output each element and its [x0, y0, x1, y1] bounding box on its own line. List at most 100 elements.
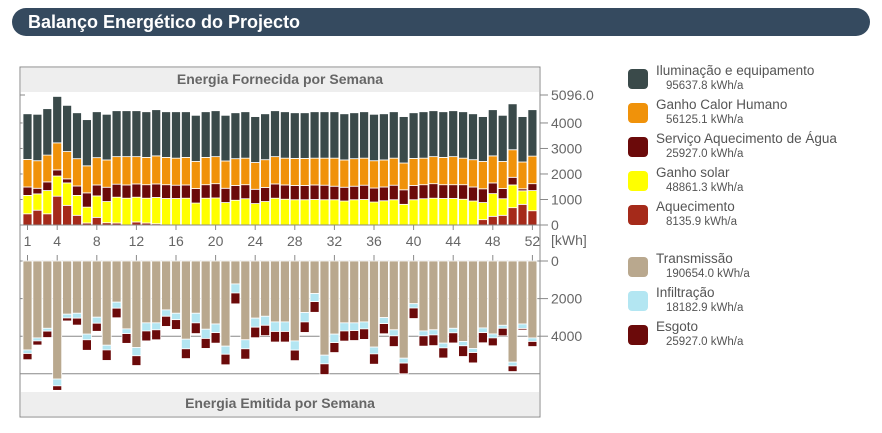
- bar-infiltra-o-w39: [398, 357, 409, 364]
- top-chart-title: Energia Fornecida por Semana: [177, 71, 383, 87]
- bar-ganho-calor-humano-w38: [388, 157, 399, 186]
- bar-ilumina-o-e-equipamento-w49: [497, 114, 508, 162]
- bar-ilumina-o-e-equipamento-w7: [82, 119, 92, 167]
- bar-infiltra-o-w4: [52, 378, 63, 387]
- legend-swatch-icon: [628, 205, 648, 225]
- bar-ganho-solar-w41: [418, 198, 429, 226]
- title-banner: Balanço Energético do Projecto: [12, 8, 870, 36]
- bar-esgoto-w11: [121, 333, 132, 344]
- bar-esgoto-w48: [487, 337, 498, 347]
- bottom-title-band: [21, 392, 539, 416]
- bar-esgoto-w45: [458, 345, 469, 357]
- bar-aquecimento-w52: [527, 210, 538, 226]
- x-tick-label: 20: [208, 233, 224, 249]
- bar-ganho-calor-humano-w46: [468, 159, 478, 188]
- bar-ganho-solar-w50: [507, 184, 518, 209]
- y-tick-label: 2000: [551, 166, 582, 182]
- bar-infiltra-o-w40: [408, 303, 419, 309]
- bar-servi-o-aquecimento-de-gua-w26: [270, 183, 280, 199]
- bar-transmiss-o-w22: [230, 260, 241, 285]
- bar-ganho-solar-w16: [171, 198, 181, 226]
- bar-ilumina-o-e-equipamento-w33: [339, 113, 350, 161]
- bar-infiltra-o-w27: [279, 321, 290, 332]
- bar-esgoto-w28: [289, 349, 300, 362]
- bar-ganho-calor-humano-w19: [200, 156, 211, 186]
- legend-item: Esgoto 25927.0 kWh/a: [628, 319, 882, 353]
- bar-ilumina-o-e-equipamento-w27: [279, 111, 290, 159]
- unit-label: [kWh]: [551, 232, 587, 248]
- bar-esgoto-w46: [468, 352, 478, 364]
- bar-infiltra-o-w31: [319, 354, 330, 365]
- bar-aquecimento-w2: [32, 209, 43, 226]
- bar-ilumina-o-e-equipamento-w21: [220, 114, 231, 162]
- bar-esgoto-w9: [101, 349, 112, 361]
- bar-servi-o-aquecimento-de-gua-w14: [151, 183, 162, 198]
- bar-ilumina-o-e-equipamento-w31: [319, 111, 330, 159]
- bar-ganho-solar-w42: [428, 197, 439, 226]
- bar-ganho-calor-humano-w18: [190, 161, 201, 189]
- bar-esgoto-w15: [161, 315, 172, 327]
- bar-ilumina-o-e-equipamento-w15: [161, 111, 172, 158]
- bar-ganho-calor-humano-w39: [398, 162, 409, 191]
- bar-ganho-solar-w36: [369, 201, 379, 226]
- bar-ganho-solar-w46: [468, 200, 478, 226]
- bar-transmiss-o-w34: [349, 260, 360, 324]
- bar-infiltra-o-w41: [418, 330, 429, 337]
- bar-transmiss-o-w40: [408, 260, 419, 305]
- y-tick-label-bottom: 0: [551, 253, 559, 269]
- bar-ganho-solar-w12: [131, 196, 142, 223]
- bar-esgoto-w8: [91, 322, 102, 332]
- bar-esgoto-w50: [507, 365, 518, 372]
- bar-ganho-calor-humano-w33: [339, 159, 350, 188]
- bar-ganho-solar-w25: [260, 201, 271, 226]
- legend-swatch-icon: [628, 291, 648, 311]
- bar-ilumina-o-e-equipamento-w16: [171, 111, 181, 159]
- bar-servi-o-aquecimento-de-gua-w42: [428, 183, 439, 199]
- bar-transmiss-o-w52: [527, 260, 538, 339]
- bottom-chart-title: Energia Emitida por Semana: [185, 395, 375, 411]
- bar-aquecimento-w48: [487, 215, 498, 226]
- bar-transmiss-o-w5: [62, 260, 72, 315]
- bar-esgoto-w30: [309, 301, 320, 313]
- bar-esgoto-w32: [329, 342, 340, 353]
- bar-ganho-solar-w18: [190, 202, 201, 226]
- bar-infiltra-o-w5: [62, 313, 72, 319]
- bar-servi-o-aquecimento-de-gua-w50: [507, 176, 518, 186]
- bar-servi-o-aquecimento-de-gua-w3: [42, 181, 53, 191]
- bar-esgoto-w12: [131, 355, 142, 366]
- bar-ganho-solar-w32: [329, 199, 340, 226]
- bar-servi-o-aquecimento-de-gua-w6: [72, 185, 82, 196]
- bar-servi-o-aquecimento-de-gua-w52: [527, 183, 538, 191]
- bar-ganho-solar-w3: [42, 190, 53, 215]
- bar-servi-o-aquecimento-de-gua-w33: [339, 186, 350, 202]
- bar-servi-o-aquecimento-de-gua-w18: [190, 188, 201, 204]
- bar-infiltra-o-w46: [468, 348, 478, 353]
- bar-ganho-calor-humano-w15: [161, 156, 172, 186]
- bar-ganho-calor-humano-w27: [279, 157, 290, 186]
- bar-esgoto-w47: [477, 332, 488, 344]
- bar-ganho-solar-w6: [72, 195, 82, 216]
- bar-infiltra-o-w21: [220, 345, 231, 355]
- bar-esgoto-w24: [250, 326, 261, 339]
- bar-servi-o-aquecimento-de-gua-w24: [250, 188, 261, 204]
- bar-ganho-calor-humano-w45: [458, 157, 469, 186]
- bar-esgoto-w51: [517, 328, 528, 331]
- bar-ilumina-o-e-equipamento-w3: [42, 108, 53, 156]
- y-tick-label-bottom: 2000: [551, 291, 582, 307]
- bar-infiltra-o-w33: [339, 322, 350, 332]
- bar-transmiss-o-w10: [111, 260, 122, 303]
- bar-esgoto-w23: [240, 348, 251, 360]
- legend-item: Aquecimento 8135.9 kWh/a: [628, 199, 882, 233]
- y-tick-label: 5096.0: [551, 87, 594, 103]
- bar-servi-o-aquecimento-de-gua-w22: [230, 185, 241, 201]
- bar-transmiss-o-w46: [468, 260, 478, 349]
- bar-transmiss-o-w6: [72, 260, 82, 314]
- bar-ganho-calor-humano-w35: [359, 157, 370, 186]
- bar-ilumina-o-e-equipamento-w12: [131, 110, 142, 158]
- bar-infiltra-o-w47: [477, 327, 488, 334]
- bar-aquecimento-w1: [22, 213, 33, 226]
- bar-ilumina-o-e-equipamento-w30: [309, 111, 320, 159]
- bar-ilumina-o-e-equipamento-w6: [72, 112, 82, 160]
- bar-ilumina-o-e-equipamento-w29: [299, 112, 310, 159]
- bar-infiltra-o-w17: [180, 338, 191, 350]
